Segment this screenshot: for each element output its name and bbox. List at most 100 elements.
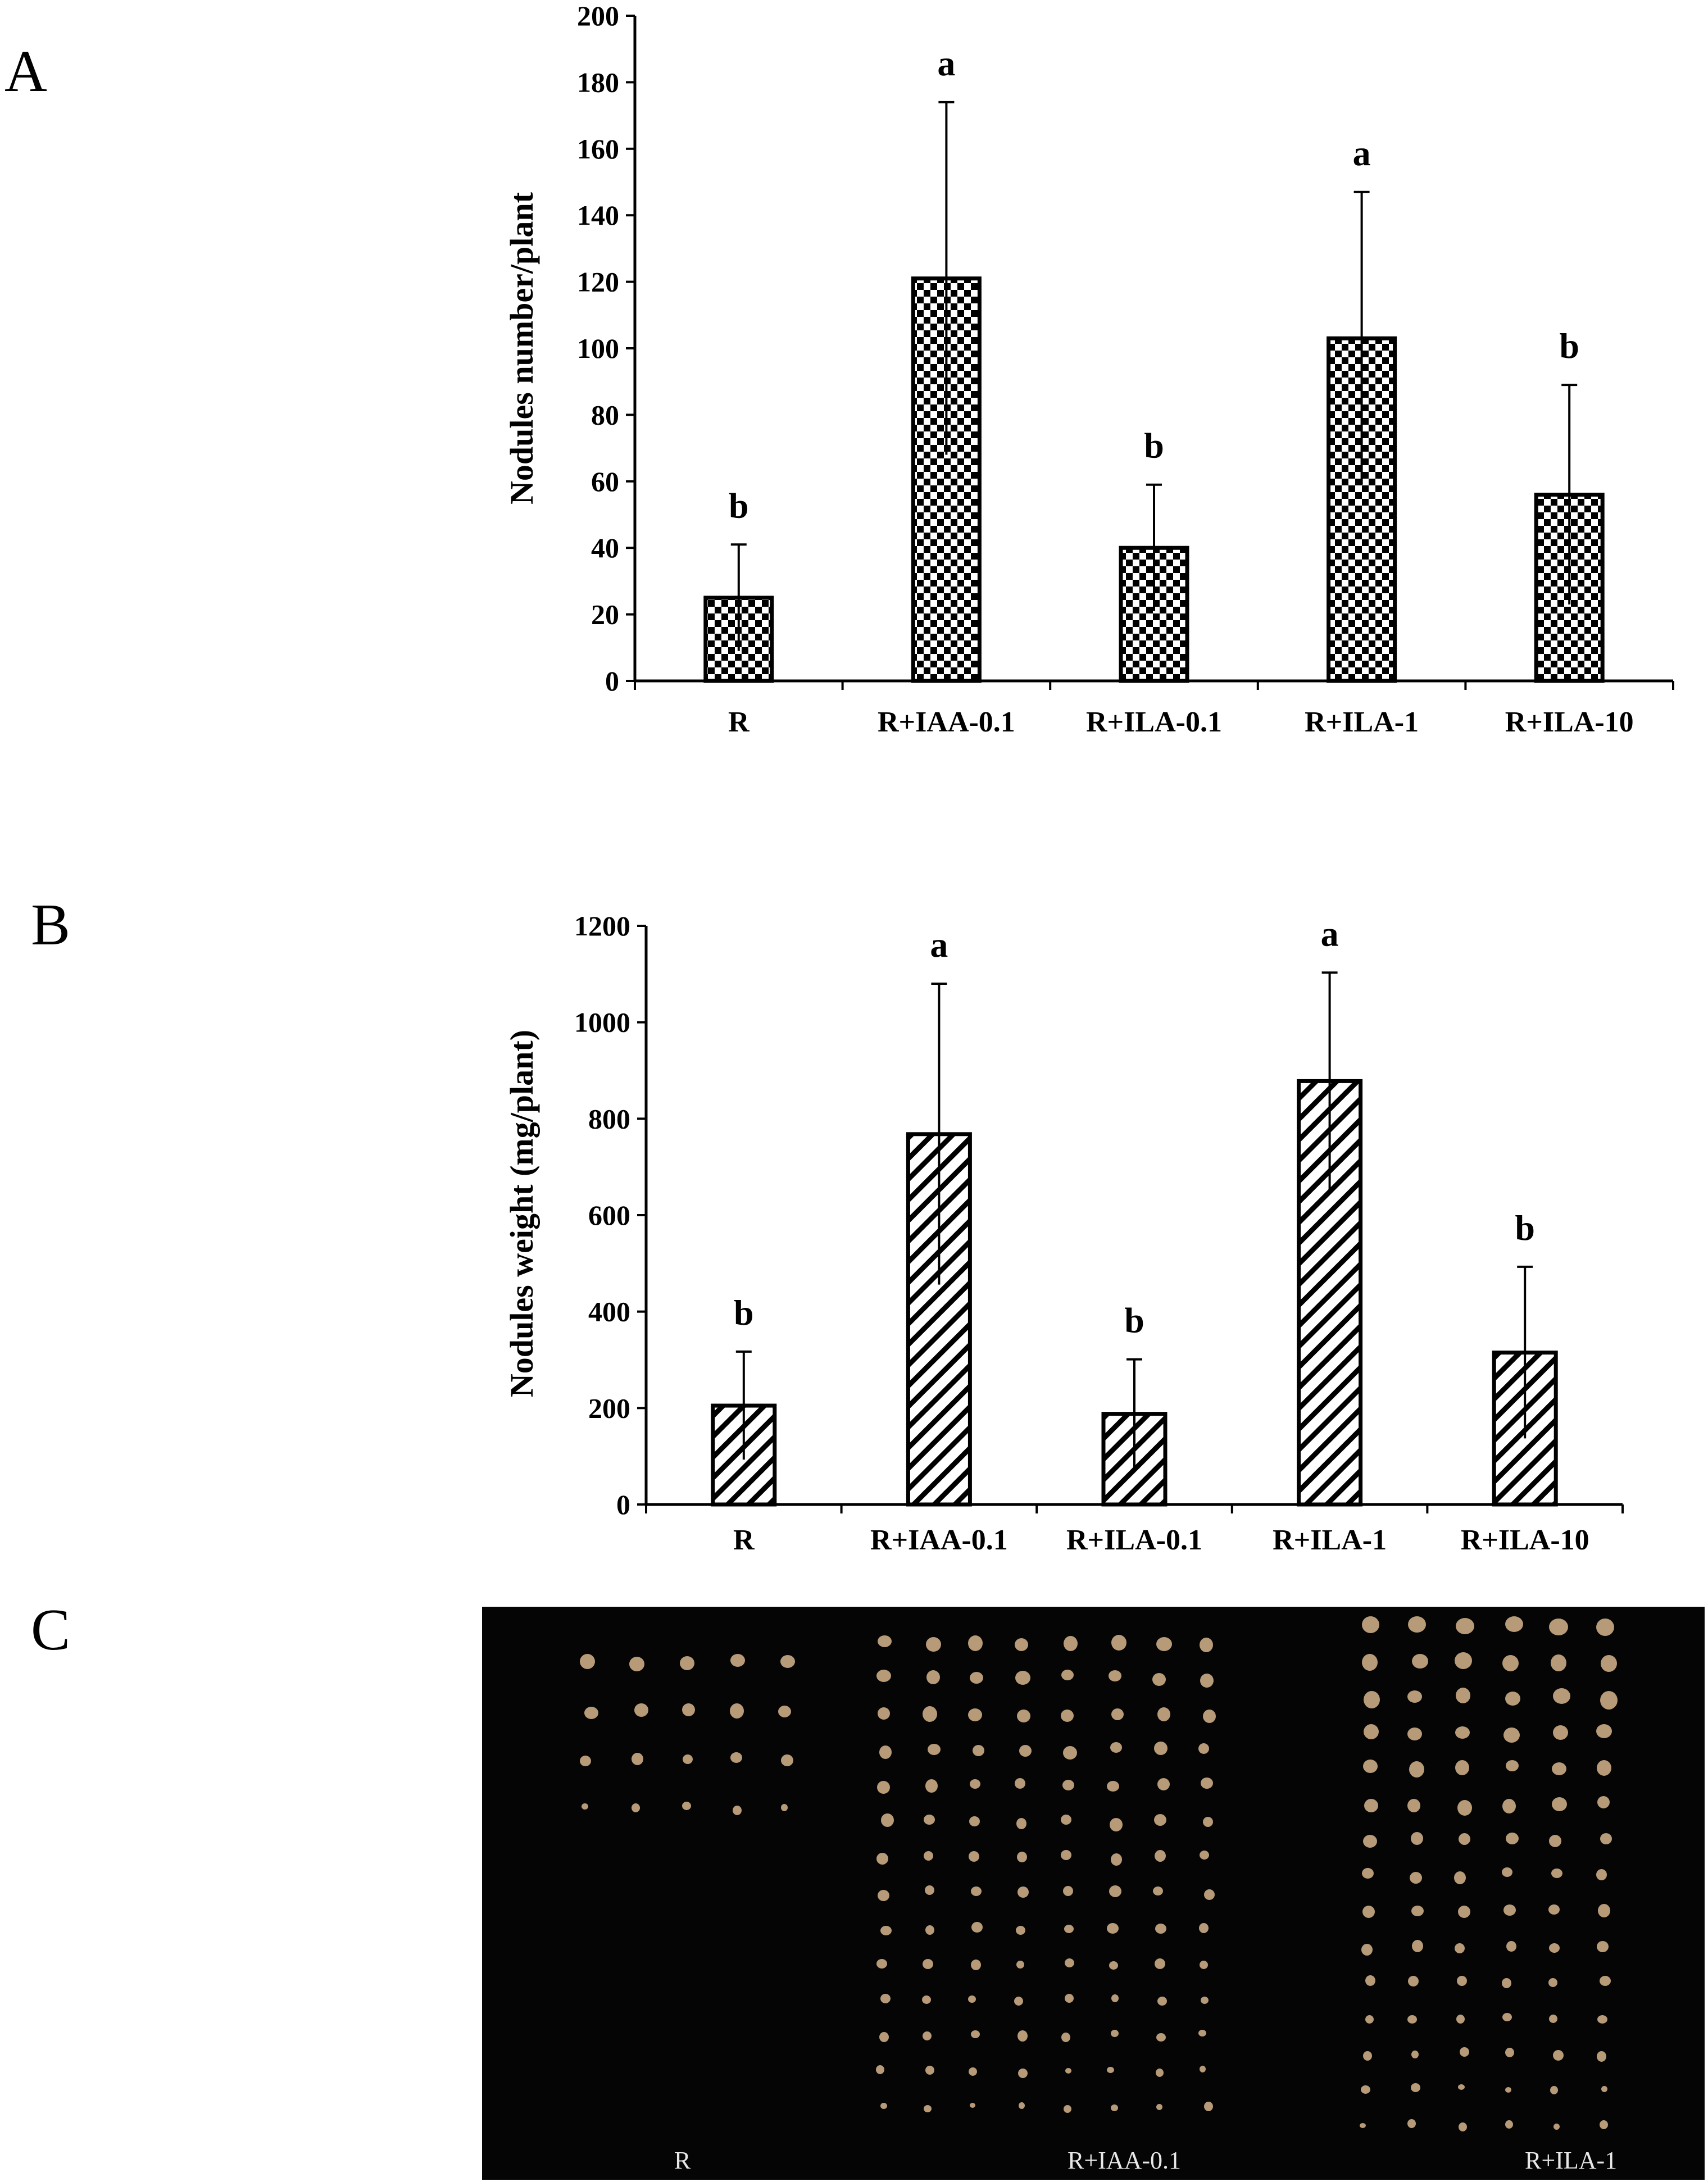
y-axis-label: Nodules number/plant xyxy=(503,192,540,504)
nodule xyxy=(730,1752,742,1763)
nodule xyxy=(1017,2030,1028,2042)
y-tick-label: 800 xyxy=(588,1103,630,1134)
nodule xyxy=(580,1653,596,1669)
nodule xyxy=(1459,2047,1469,2057)
nodule xyxy=(925,2065,935,2075)
significance-letter: b xyxy=(734,1293,754,1333)
nodule xyxy=(1408,1976,1419,1987)
nodule xyxy=(584,1706,599,1719)
nodule xyxy=(780,1754,793,1767)
nodule xyxy=(1407,1798,1420,1812)
nodule xyxy=(1407,2119,1416,2129)
nodule xyxy=(1200,1850,1210,1860)
nodule xyxy=(732,1805,742,1815)
nodule xyxy=(1156,2103,1162,2110)
nodule xyxy=(1455,1726,1470,1739)
y-tick-label: 40 xyxy=(591,532,619,563)
nodule xyxy=(877,1780,891,1794)
nodule xyxy=(1109,1817,1123,1831)
nodule xyxy=(1200,2066,1206,2073)
nodule xyxy=(1596,1940,1609,1952)
nodule xyxy=(1505,2120,1514,2129)
nodule xyxy=(1202,1710,1216,1724)
nodule xyxy=(1200,1778,1213,1789)
nodule xyxy=(1455,1617,1474,1634)
nodule xyxy=(1016,1960,1024,1969)
nodule xyxy=(877,1707,890,1720)
significance-letter: b xyxy=(1515,1208,1535,1248)
nodule xyxy=(1455,1760,1470,1776)
nodule xyxy=(631,1752,643,1765)
nodule xyxy=(1200,1637,1214,1652)
nodule xyxy=(1362,1760,1378,1774)
nodule xyxy=(1154,1814,1167,1826)
nodule xyxy=(1410,1832,1423,1845)
nodule xyxy=(1015,1671,1031,1685)
nodule xyxy=(1503,1904,1516,1916)
nodule xyxy=(972,1745,984,1757)
nodule xyxy=(1360,2085,1370,2094)
nodule-photo: R R+IAA-0.1 R+ILA-1 xyxy=(482,1607,1705,2180)
panel-label-b: B xyxy=(31,892,71,957)
nodule xyxy=(1362,2051,1372,2061)
nodule xyxy=(971,2030,980,2038)
nodule xyxy=(1156,2033,1166,2042)
nodule xyxy=(970,1960,981,1971)
nodule xyxy=(1062,1745,1077,1760)
nodule xyxy=(679,1656,694,1671)
significance-letter: a xyxy=(930,925,948,965)
x-category-label: R+ILA-1 xyxy=(1273,1524,1387,1556)
nodule xyxy=(579,1756,591,1767)
nodule xyxy=(1361,1943,1373,1956)
y-tick-label: 400 xyxy=(588,1296,630,1328)
nodule xyxy=(1457,1799,1473,1816)
nodule xyxy=(1506,1760,1519,1771)
nodule xyxy=(925,1925,934,1935)
nodule xyxy=(1362,1654,1378,1671)
nodule xyxy=(1600,1833,1612,1845)
nodule xyxy=(1063,1635,1078,1651)
nodule xyxy=(1155,1849,1166,1862)
nodule xyxy=(1198,1743,1210,1754)
nodule xyxy=(1501,1978,1511,1989)
nodule xyxy=(1106,1780,1119,1792)
nodule xyxy=(1596,1760,1611,1776)
nodule xyxy=(1551,1762,1566,1776)
nodule xyxy=(582,1803,589,1810)
nodule xyxy=(1548,1904,1560,1915)
nodule xyxy=(1110,1853,1122,1866)
nodule xyxy=(1362,1868,1374,1879)
nodule xyxy=(1200,1960,1208,1969)
nodule xyxy=(1457,2084,1465,2090)
nodule xyxy=(1107,2066,1115,2073)
nodule xyxy=(1111,1635,1126,1651)
nodule xyxy=(1410,2083,1420,2093)
photo-label: R+IAA-0.1 xyxy=(1068,2147,1182,2174)
x-category-label: R xyxy=(733,1524,755,1556)
nodule xyxy=(1154,1742,1168,1756)
nodule xyxy=(1202,1816,1213,1827)
nodule xyxy=(924,1814,935,1825)
y-axis-label: Nodules weight (mg/plant) xyxy=(503,1030,540,1397)
nodule xyxy=(1454,1871,1466,1884)
nodule xyxy=(1157,1778,1170,1790)
nodule xyxy=(1152,1673,1166,1686)
nodule xyxy=(1596,1724,1612,1739)
nodule xyxy=(1503,1728,1520,1743)
x-category-label: R+IAA-0.1 xyxy=(878,706,1015,738)
nodule xyxy=(1549,1943,1560,1953)
nodule xyxy=(1365,2015,1374,2024)
nodule xyxy=(1412,1654,1429,1669)
nodule xyxy=(1064,1924,1074,1933)
nodule xyxy=(1502,1655,1519,1672)
y-tick-label: 1200 xyxy=(574,910,630,942)
nodule xyxy=(1505,2047,1514,2057)
nodule xyxy=(781,1804,788,1812)
significance-letter: b xyxy=(1144,426,1164,466)
nodule xyxy=(1550,2085,1558,2094)
significance-letter: a xyxy=(937,43,955,83)
nodule xyxy=(970,1779,981,1789)
nodule xyxy=(1111,1708,1124,1721)
nodule xyxy=(1458,2122,1467,2131)
nodule xyxy=(924,2105,932,2113)
